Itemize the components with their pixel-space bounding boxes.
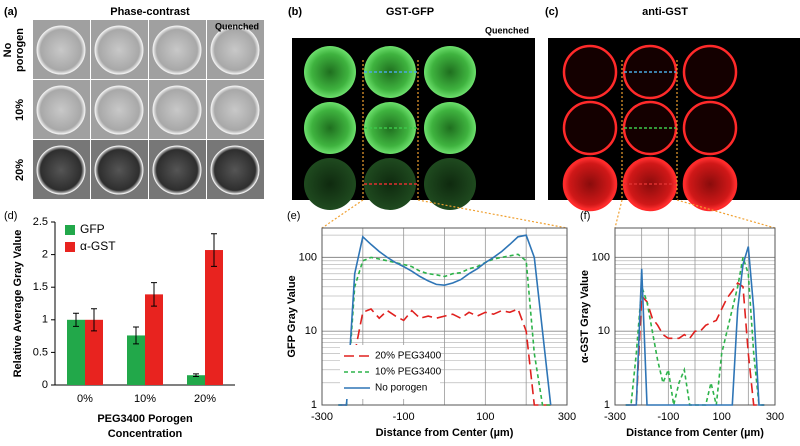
panel-title: Phase-contrast <box>110 6 190 18</box>
well <box>36 85 86 135</box>
bar <box>145 294 163 385</box>
y-tick-label: 2 <box>42 249 48 261</box>
legend-box <box>340 345 440 399</box>
x-axis-label: PEG3400 Porogen <box>97 413 193 425</box>
y-tick-label: 1 <box>42 314 48 326</box>
row-label: No <box>2 42 14 57</box>
x-tick-label: 300 <box>766 411 784 423</box>
data-line <box>625 246 765 406</box>
bar <box>187 375 205 385</box>
panel-label: (b) <box>288 6 302 18</box>
well <box>304 102 356 154</box>
bar <box>205 250 223 385</box>
y-axis-label: α-GST Gray Value <box>579 270 591 363</box>
panel-label: (f) <box>580 210 590 222</box>
row-label: porogen <box>14 28 26 72</box>
y-tick-label: 100 <box>299 251 317 263</box>
well <box>36 25 86 75</box>
well <box>304 46 356 98</box>
well <box>210 25 260 75</box>
bar <box>85 319 103 385</box>
legend-label: 20% PEG3400 <box>375 351 442 362</box>
well <box>36 145 86 195</box>
x-axis-label: Distance from Center (µm) <box>626 427 764 439</box>
well <box>424 102 476 154</box>
y-tick-label: 10 <box>305 325 317 337</box>
well <box>152 25 202 75</box>
bar <box>127 335 145 385</box>
well <box>682 44 738 100</box>
well <box>562 100 618 156</box>
bar <box>67 319 85 385</box>
legend-label: 10% PEG3400 <box>375 367 442 378</box>
well <box>210 85 260 135</box>
well <box>94 25 144 75</box>
error-bar <box>151 282 157 307</box>
micrographs: No porogen 10% 20% <box>2 20 264 199</box>
well <box>562 44 618 100</box>
error-bar <box>133 326 139 345</box>
plot-frame <box>321 227 568 406</box>
error-bar <box>91 308 97 332</box>
y-axis-label: GFP Gray Value <box>286 275 298 357</box>
well <box>94 85 144 135</box>
well <box>152 145 202 195</box>
x-tick-label: 100 <box>476 411 494 423</box>
panel-label: (a) <box>4 6 18 18</box>
data-line <box>338 253 551 406</box>
well <box>682 156 738 212</box>
well <box>424 158 476 210</box>
x-tick-label: -100 <box>393 411 415 423</box>
well <box>94 145 144 195</box>
legend-swatch <box>65 242 75 252</box>
data-line <box>338 307 551 406</box>
y-tick-label: 100 <box>592 251 610 263</box>
panel-title: anti-GST <box>642 6 688 18</box>
well <box>424 46 476 98</box>
error-bar <box>211 233 217 267</box>
y-axis-label: Relative Average Gray Value <box>12 230 24 378</box>
row-label: 10% <box>14 99 26 121</box>
wells <box>304 44 738 212</box>
error-bar <box>73 312 79 327</box>
x-tick-label: 10% <box>134 393 156 405</box>
x-axis-label: Distance from Center (µm) <box>376 427 514 439</box>
zoom-guides <box>321 60 776 229</box>
x-tick-label: 20% <box>194 393 216 405</box>
well <box>210 145 260 195</box>
panel-label: (d) <box>4 210 17 222</box>
panel-title: GST-GFP <box>386 6 434 18</box>
well <box>304 158 356 210</box>
legend-label: No porogen <box>375 383 427 394</box>
y-tick-label: 1.5 <box>33 281 48 293</box>
y-tick-label: 10 <box>598 325 610 337</box>
data-line <box>338 234 552 406</box>
x-tick-label: -300 <box>604 411 626 423</box>
panel-label: (c) <box>545 6 559 18</box>
y-tick-label: 1 <box>311 399 317 411</box>
well <box>562 156 618 212</box>
quenched-label: Quenched <box>215 21 259 31</box>
y-tick-label: 0 <box>42 379 48 391</box>
y-tick-label: 1 <box>604 399 610 411</box>
x-tick-label: 0% <box>77 393 93 405</box>
x-tick-label: 100 <box>712 411 730 423</box>
x-tick-label: -300 <box>311 411 333 423</box>
x-tick-label: 300 <box>558 411 576 423</box>
y-tick-label: 2.5 <box>33 216 48 228</box>
y-tick-label: 0.5 <box>33 346 48 358</box>
error-bar <box>193 373 199 378</box>
well <box>682 100 738 156</box>
quenched-label: Quenched <box>485 25 529 35</box>
x-tick-label: -100 <box>657 411 679 423</box>
legend-swatch <box>65 225 75 235</box>
row-label: 20% <box>14 159 26 181</box>
legend-label: GFP <box>80 222 105 236</box>
panel-label: (e) <box>287 210 300 222</box>
charts: 0 0.5 1 1.5 2 2.5 0% 10% 20% GFP α-GST Relative Ave… <box>4 210 784 440</box>
legend-label: α-GST <box>80 239 116 253</box>
x-axis-label: Concentration <box>108 428 183 440</box>
well <box>152 85 202 135</box>
